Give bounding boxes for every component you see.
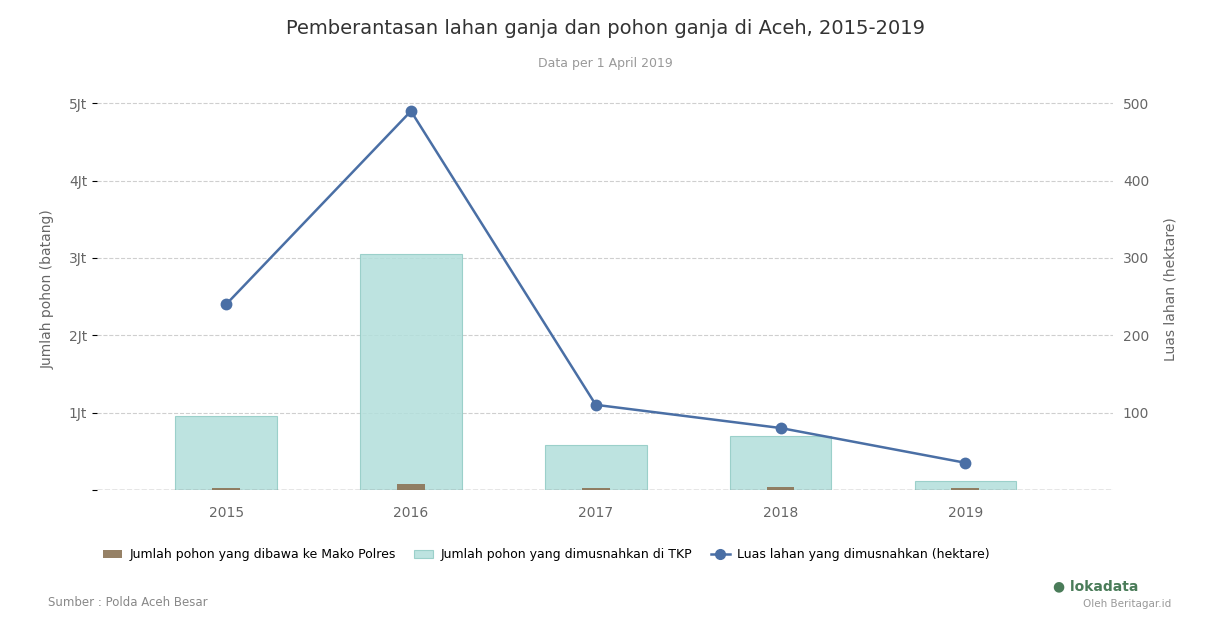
Text: ● lokadata: ● lokadata (1053, 580, 1139, 593)
Y-axis label: Luas lahan (hektare): Luas lahan (hektare) (1163, 217, 1177, 360)
Text: Data per 1 April 2019: Data per 1 April 2019 (537, 57, 673, 70)
Bar (397, 484, 425, 490)
Text: Oleh Beritagar.id: Oleh Beritagar.id (1083, 599, 1171, 609)
Bar (951, 487, 979, 490)
Bar (767, 487, 795, 490)
Y-axis label: Jumlah pohon (batang): Jumlah pohon (batang) (41, 209, 54, 369)
Text: Sumber : Polda Aceh Besar: Sumber : Polda Aceh Besar (48, 596, 208, 609)
Bar (544, 445, 646, 490)
Bar (582, 487, 610, 490)
Bar (175, 416, 277, 490)
Legend: Jumlah pohon yang dibawa ke Mako Polres, Jumlah pohon yang dimusnahkan di TKP, L: Jumlah pohon yang dibawa ke Mako Polres,… (103, 548, 990, 561)
Bar (212, 487, 240, 490)
Bar (361, 254, 462, 490)
Bar (730, 436, 831, 490)
Text: Pemberantasan lahan ganja dan pohon ganja di Aceh, 2015-2019: Pemberantasan lahan ganja dan pohon ganj… (286, 19, 924, 38)
Bar (915, 480, 1016, 490)
